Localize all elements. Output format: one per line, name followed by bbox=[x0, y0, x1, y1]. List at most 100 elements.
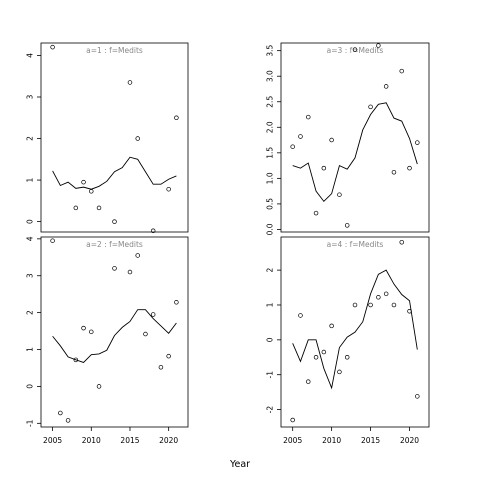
x-tick-label: 2010 bbox=[82, 436, 101, 445]
y-tick-label: 4 bbox=[26, 53, 35, 58]
data-point bbox=[376, 43, 381, 48]
panel-3: a=2 : f=Medits -1 0 1 2 3 4 2005 2010 2015 2020 bbox=[26, 236, 189, 445]
data-point bbox=[368, 104, 373, 110]
y-tick-label: 2 bbox=[266, 268, 275, 273]
data-point bbox=[407, 309, 412, 314]
panel-title: a=4 : f=Medits bbox=[327, 240, 384, 249]
data-point bbox=[383, 291, 389, 297]
y-tick-label: 3.5 bbox=[266, 44, 275, 56]
y-tick-label: 2.0 bbox=[266, 121, 275, 133]
x-tick-label: 2015 bbox=[361, 436, 380, 445]
panel-title: a=2 : f=Medits bbox=[86, 240, 143, 249]
x-tick-label: 2005 bbox=[283, 436, 302, 445]
data-point bbox=[352, 302, 358, 308]
data-point bbox=[112, 219, 117, 224]
panel-title: a=3 : f=Medits bbox=[327, 46, 384, 55]
x-tick-label: 2005 bbox=[43, 436, 62, 445]
data-point bbox=[391, 302, 397, 308]
data-point bbox=[89, 189, 94, 194]
panel-frame bbox=[40, 236, 189, 428]
data-point bbox=[166, 353, 171, 359]
panel-frame bbox=[280, 236, 430, 428]
data-point bbox=[383, 84, 389, 89]
y-tick-label: -1 bbox=[266, 371, 275, 379]
data-point bbox=[166, 186, 171, 192]
y-tick-label: 1 bbox=[26, 347, 35, 352]
x-tick-label: 2020 bbox=[400, 436, 419, 445]
panel-4: a=4 : f=Medits -2 -1 0 1 2 2005 2010 2015 2020 bbox=[266, 236, 430, 445]
panel-frame bbox=[280, 42, 430, 233]
x-tick-label: 2020 bbox=[159, 436, 178, 445]
data-point bbox=[89, 329, 94, 335]
data-point bbox=[127, 269, 133, 275]
data-point bbox=[298, 134, 303, 139]
data-point bbox=[50, 238, 55, 243]
data-point bbox=[352, 47, 358, 52]
data-point bbox=[391, 169, 397, 175]
series-line bbox=[52, 156, 177, 190]
data-point bbox=[399, 68, 404, 74]
data-point bbox=[73, 357, 79, 363]
y-tick-label: 1 bbox=[26, 177, 35, 182]
x-axis-label: Year bbox=[229, 459, 250, 470]
data-point bbox=[344, 223, 350, 228]
data-point bbox=[135, 136, 140, 141]
data-point bbox=[174, 300, 179, 305]
data-point bbox=[306, 114, 311, 120]
x-tick-label: 2010 bbox=[322, 436, 341, 445]
panel-frame bbox=[40, 42, 189, 233]
data-point bbox=[81, 179, 86, 185]
data-point bbox=[150, 228, 156, 234]
data-point bbox=[96, 384, 102, 389]
series-line bbox=[52, 309, 177, 363]
data-point bbox=[337, 369, 342, 375]
data-point bbox=[313, 355, 319, 360]
data-point bbox=[313, 210, 319, 216]
data-point bbox=[298, 313, 303, 318]
y-tick-label: 1.5 bbox=[266, 147, 275, 159]
data-point bbox=[81, 325, 86, 331]
data-point bbox=[329, 137, 334, 143]
panel-title: a=1 : f=Medits bbox=[86, 46, 143, 55]
y-tick-label: 0 bbox=[26, 384, 35, 389]
panel-2: a=3 : f=Medits 0.0 0.5 1.0 1.5 2.0 2.5 3.0 3.5 bbox=[266, 42, 430, 235]
series-line bbox=[292, 102, 418, 203]
data-point bbox=[337, 192, 342, 197]
data-point bbox=[73, 205, 79, 211]
series-line bbox=[292, 269, 418, 390]
y-tick-label: 3.0 bbox=[266, 70, 275, 82]
data-point bbox=[112, 266, 117, 271]
data-point bbox=[344, 355, 350, 360]
data-point bbox=[376, 295, 381, 300]
y-tick-label: 1.0 bbox=[266, 172, 275, 184]
y-tick-label: 0.5 bbox=[266, 198, 275, 210]
data-point bbox=[329, 323, 334, 329]
data-point bbox=[415, 394, 420, 399]
data-point bbox=[415, 140, 420, 145]
data-point bbox=[96, 205, 102, 211]
data-point bbox=[174, 115, 179, 121]
data-point bbox=[306, 379, 311, 384]
y-tick-label: 2.5 bbox=[266, 96, 275, 108]
y-tick-label: -2 bbox=[266, 406, 275, 414]
data-point bbox=[321, 165, 327, 171]
y-tick-label: 2 bbox=[26, 310, 35, 315]
data-point bbox=[135, 253, 140, 258]
data-point bbox=[127, 80, 133, 85]
y-tick-label: 4 bbox=[26, 236, 35, 241]
data-point bbox=[65, 418, 71, 423]
y-tick-label: -1 bbox=[26, 419, 35, 427]
data-point bbox=[321, 349, 327, 355]
data-point bbox=[290, 417, 295, 423]
x-tick-label: 2015 bbox=[120, 436, 139, 445]
data-point bbox=[150, 312, 156, 317]
y-tick-label: 0.0 bbox=[266, 223, 275, 235]
data-point bbox=[58, 410, 63, 416]
data-point bbox=[368, 302, 373, 308]
data-point bbox=[290, 144, 295, 149]
data-point bbox=[158, 364, 164, 370]
data-point bbox=[143, 331, 148, 337]
y-tick-label: 1 bbox=[266, 302, 275, 307]
panel-1: a=1 : f=Medits 0 1 2 3 4 bbox=[26, 42, 189, 234]
data-point bbox=[399, 239, 404, 245]
